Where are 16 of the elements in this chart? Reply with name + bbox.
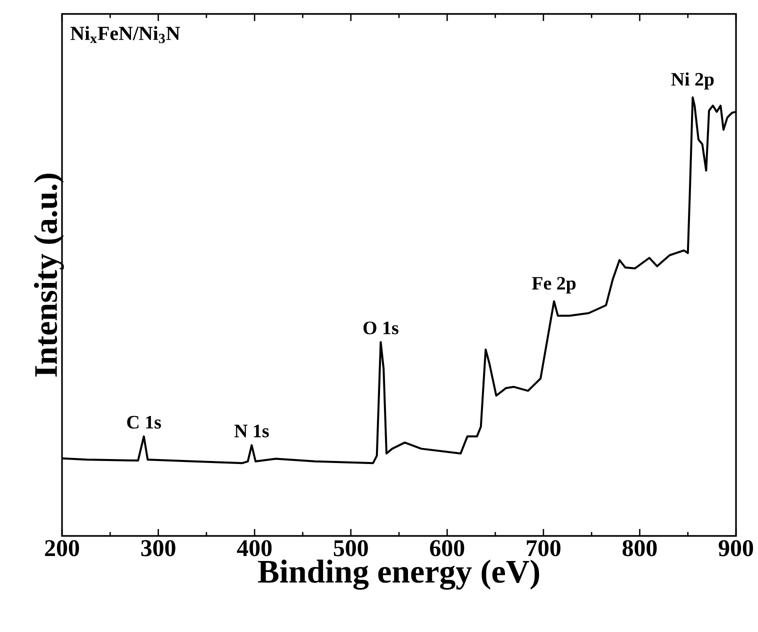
annotation: C 1s [127, 416, 161, 429]
x-tick-label: 700 [526, 540, 560, 556]
x-tick-label: 600 [430, 540, 464, 556]
annotation: Fe 2p [532, 276, 576, 294]
annotation: Ni 2p [671, 72, 714, 90]
x-tick-label: 300 [141, 540, 176, 556]
x-axis-title: Binding energy (eV) [258, 560, 540, 590]
x-tick-label: 400 [236, 540, 272, 556]
annotation: N 1s [234, 424, 269, 438]
annotation: O 1s [363, 322, 398, 334]
y-axis-title: Intensity (a.u.) [34, 174, 64, 377]
x-tick-label: 200 [45, 540, 80, 556]
x-tick-label: 900 [718, 540, 754, 556]
x-tick-label: 500 [334, 540, 368, 556]
x-tick-label: 800 [622, 540, 657, 556]
chart-title: Ni$_{x}$FeN/Ni$_{3}$N [70, 26, 180, 44]
